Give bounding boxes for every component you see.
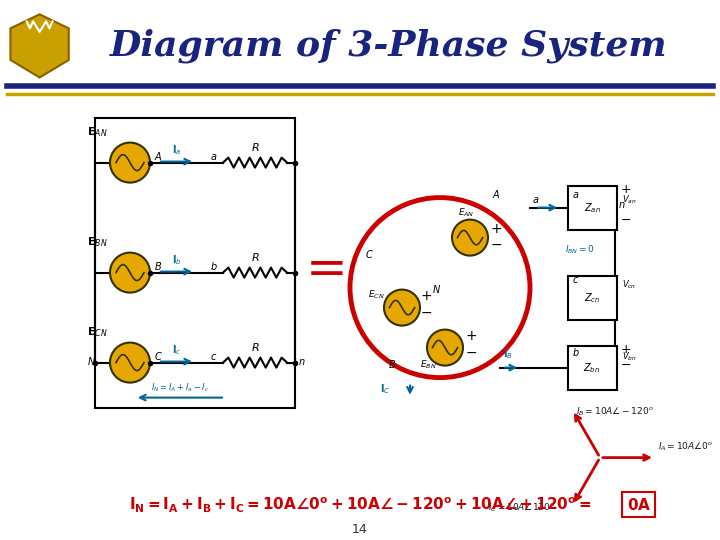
Text: $C$: $C$ bbox=[365, 248, 374, 260]
Circle shape bbox=[452, 220, 488, 255]
Text: $I_{BN} = 0$: $I_{BN} = 0$ bbox=[565, 244, 595, 256]
Text: $A$: $A$ bbox=[154, 150, 163, 161]
Polygon shape bbox=[11, 14, 68, 77]
Text: $R$: $R$ bbox=[251, 341, 259, 353]
Text: $Z_{bn}$: $Z_{bn}$ bbox=[583, 361, 600, 375]
Text: $b$: $b$ bbox=[210, 260, 217, 272]
Text: $+$: $+$ bbox=[465, 329, 477, 342]
Text: $-$: $-$ bbox=[465, 345, 477, 359]
Circle shape bbox=[110, 143, 150, 183]
Text: $I_B = 10A\angle -120^o$: $I_B = 10A\angle -120^o$ bbox=[575, 406, 653, 418]
FancyBboxPatch shape bbox=[568, 346, 617, 389]
Text: $\mathbf{0A}$: $\mathbf{0A}$ bbox=[626, 497, 651, 513]
Text: $E_{CN}$: $E_{CN}$ bbox=[368, 288, 384, 301]
Text: $+$: $+$ bbox=[620, 342, 631, 356]
Text: $\mathbf{I}_a$: $\mathbf{I}_a$ bbox=[172, 143, 181, 157]
Text: $\mathbf{E}_{AN}$: $\mathbf{E}_{AN}$ bbox=[87, 125, 108, 139]
Text: $I_C = 10A\angle 120^o$: $I_C = 10A\angle 120^o$ bbox=[487, 501, 554, 514]
Text: $E_{AN}$: $E_{AN}$ bbox=[458, 207, 474, 219]
Circle shape bbox=[110, 342, 150, 383]
Text: $I_A = 10A\angle 0^o$: $I_A = 10A\angle 0^o$ bbox=[658, 441, 714, 453]
Text: $\mathbf{E}_{BN}$: $\mathbf{E}_{BN}$ bbox=[87, 235, 108, 248]
Text: $\mathbf{I}_C$: $\mathbf{I}_C$ bbox=[380, 383, 390, 396]
Text: $E_{BN}$: $E_{BN}$ bbox=[420, 359, 436, 371]
Text: $Z_{cn}$: $Z_{cn}$ bbox=[584, 291, 600, 305]
Circle shape bbox=[384, 289, 420, 326]
Text: $n$: $n$ bbox=[298, 356, 305, 367]
Text: $R$: $R$ bbox=[251, 140, 259, 153]
Text: $\mathbf{I}_b$: $\mathbf{I}_b$ bbox=[171, 253, 181, 267]
Text: $-$: $-$ bbox=[620, 357, 631, 370]
Text: $A$: $A$ bbox=[492, 187, 500, 200]
Text: $B$: $B$ bbox=[154, 260, 162, 272]
Text: $V_{bn}$: $V_{bn}$ bbox=[622, 350, 636, 363]
Text: $\mathbf{I}_A$: $\mathbf{I}_A$ bbox=[570, 187, 580, 201]
FancyBboxPatch shape bbox=[568, 186, 617, 230]
Text: $c$: $c$ bbox=[210, 352, 217, 362]
Text: $R$: $R$ bbox=[251, 251, 259, 262]
Text: $=$: $=$ bbox=[296, 244, 344, 292]
FancyBboxPatch shape bbox=[568, 275, 617, 320]
Text: $C$: $C$ bbox=[154, 349, 163, 362]
Text: $a$: $a$ bbox=[210, 152, 217, 161]
Text: Diagram of 3-Phase System: Diagram of 3-Phase System bbox=[110, 29, 667, 63]
Text: $n$: $n$ bbox=[618, 200, 626, 210]
Text: $\mathbf{E}_{CN}$: $\mathbf{E}_{CN}$ bbox=[87, 325, 108, 339]
Text: $-$: $-$ bbox=[490, 237, 502, 251]
Text: $b$: $b$ bbox=[572, 346, 580, 357]
Circle shape bbox=[110, 253, 150, 293]
Text: $N$: $N$ bbox=[87, 355, 96, 367]
Text: $I_N = I_A + I_a - I_c$: $I_N = I_A + I_a - I_c$ bbox=[150, 382, 210, 394]
Text: $c$: $c$ bbox=[572, 275, 579, 285]
Text: $-$: $-$ bbox=[420, 305, 432, 319]
Text: $V_{cn}$: $V_{cn}$ bbox=[622, 279, 636, 291]
Text: $+$: $+$ bbox=[620, 183, 631, 195]
Text: $B$: $B$ bbox=[388, 357, 396, 369]
Text: $+$: $+$ bbox=[490, 221, 502, 235]
Text: $-$: $-$ bbox=[620, 213, 631, 226]
Circle shape bbox=[427, 329, 463, 366]
Text: $a$: $a$ bbox=[532, 194, 539, 205]
Text: $\mathbf{I}_B$: $\mathbf{I}_B$ bbox=[503, 348, 513, 361]
Text: $a$: $a$ bbox=[572, 190, 580, 200]
Text: 14: 14 bbox=[352, 523, 368, 536]
Text: $\mathbf{I_N = I_A + I_B + I_C = 10A\angle 0^o + 10A\angle -120^o + 10A\angle +1: $\mathbf{I_N = I_A + I_B + I_C = 10A\ang… bbox=[129, 495, 591, 515]
Text: $\mathbf{I}_c$: $\mathbf{I}_c$ bbox=[172, 343, 181, 356]
Text: $N$: $N$ bbox=[432, 282, 441, 295]
Text: $+$: $+$ bbox=[420, 288, 432, 302]
Text: $Z_{an}$: $Z_{an}$ bbox=[583, 201, 600, 214]
Text: $V_{an}$: $V_{an}$ bbox=[622, 194, 636, 206]
